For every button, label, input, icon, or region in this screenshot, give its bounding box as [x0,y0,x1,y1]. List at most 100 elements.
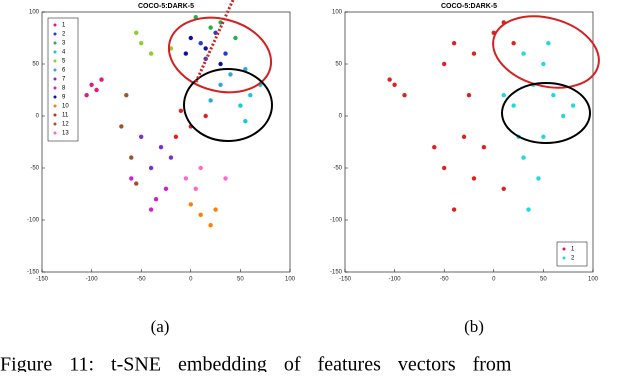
ellipse [183,68,273,142]
y-tick-label: -100 [27,218,40,224]
point [183,176,189,181]
legend-label: 9 [62,95,66,101]
point [208,223,213,228]
legend-label: 3 [62,41,66,47]
point [223,51,228,56]
legend-marker [53,50,57,54]
y-tick-label: -100 [330,218,343,224]
y-tick-label: -50 [30,166,39,172]
point [451,41,457,46]
point [134,30,139,35]
x-tick-label: -100 [389,277,402,283]
point [451,207,457,212]
point [511,103,516,108]
legend-marker [53,32,57,36]
point [461,134,467,139]
x-tick-label: 100 [285,277,296,283]
point [168,155,174,160]
point [223,176,228,181]
point [188,202,193,207]
legend-marker [562,256,566,260]
legend-label: 7 [62,77,66,83]
subfigure-label: (b) [464,317,484,336]
point [432,145,437,150]
point [248,93,253,98]
point [119,124,124,129]
y-tick-label: 0 [36,114,40,120]
x-tick-label: -50 [440,277,449,283]
point [471,176,477,181]
point [546,41,551,46]
point [521,51,526,56]
point [526,207,531,212]
point [94,87,99,93]
chart-title: COCO-5:DARK-5 [138,3,194,10]
point [188,35,193,41]
x-tick-label: -150 [36,277,49,283]
point [129,155,134,160]
legend-box [47,17,79,142]
chart-title: COCO-5:DARK-5 [441,3,497,10]
legend-marker [562,247,566,251]
point [163,186,169,191]
legend-marker [53,122,57,126]
point [208,98,213,103]
legend-label: 1 [571,247,575,253]
point [178,108,184,114]
point [481,145,487,150]
point [521,155,526,160]
point [208,25,213,30]
point [218,82,223,88]
point [124,93,129,98]
x-tick-label: 0 [492,277,496,283]
point [89,82,94,88]
point [541,134,546,139]
point [148,207,154,212]
y-tick-label: -150 [27,270,40,276]
point [541,61,546,67]
point [198,165,203,171]
legend-marker [53,23,57,27]
y-tick-label: 0 [339,114,343,120]
point [99,77,104,82]
x-tick-label: 0 [189,277,193,283]
point [442,61,447,67]
point [198,212,203,217]
point [561,113,566,119]
ellipse [501,82,591,144]
point [173,134,179,139]
y-tick-label: 50 [32,62,39,68]
legend-marker [53,68,57,72]
point [536,176,541,181]
point [139,41,144,46]
point [387,77,392,82]
legend-label: 2 [571,256,575,262]
point [442,165,447,171]
y-tick-label: 100 [29,10,40,16]
point [238,103,243,108]
legend-label: 5 [62,59,66,65]
point [501,93,506,98]
point [139,134,144,139]
point [501,186,506,191]
legend-marker [53,104,57,108]
point [243,119,248,124]
x-tick-label: 100 [588,277,599,283]
point [392,82,397,88]
y-tick-label: 50 [335,62,342,68]
point [193,186,198,191]
legend-label: 10 [62,104,69,110]
legend-label: 8 [62,86,66,92]
point [203,113,208,119]
legend-label: 12 [62,122,69,128]
caption: Figure 11: t-SNE embedding of features v… [0,354,512,372]
legend-label: 1 [62,23,66,29]
dashed-line [194,0,235,83]
subfigure-label: (a) [151,317,170,336]
annotations [167,0,600,144]
point [203,46,208,51]
legend-label: 4 [62,50,66,56]
legend-box [556,241,588,267]
